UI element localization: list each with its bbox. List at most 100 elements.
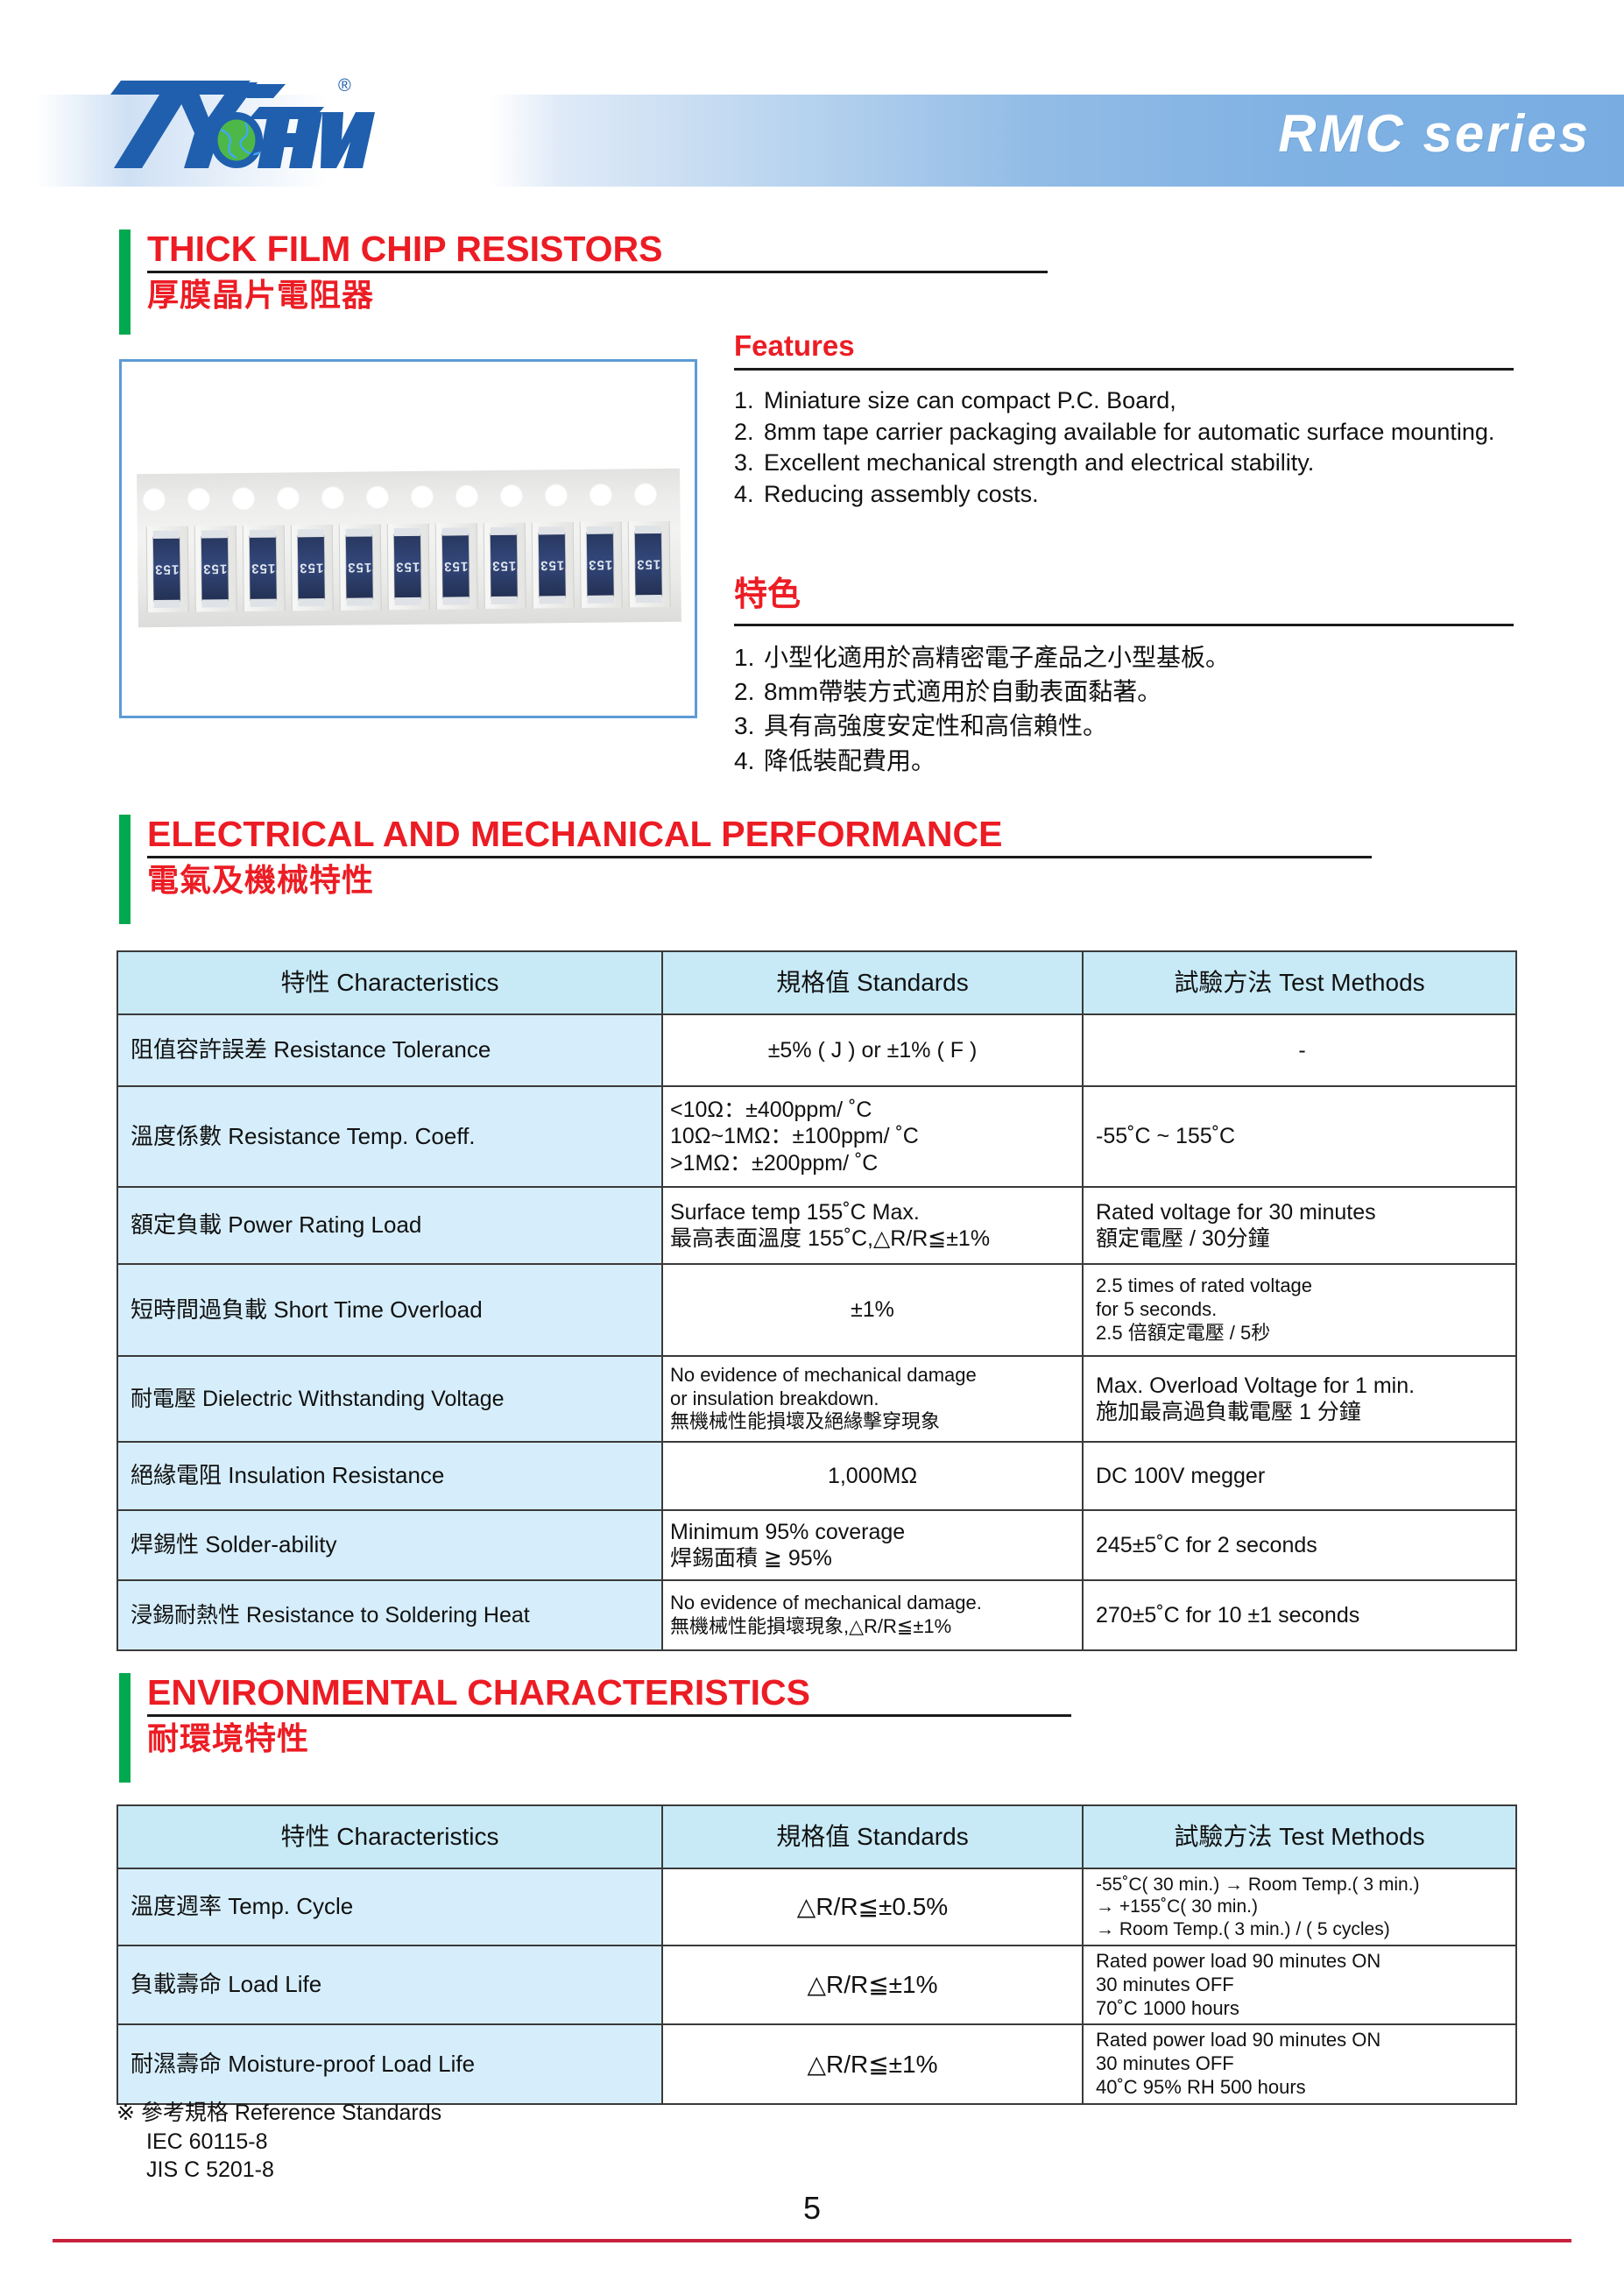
chip-marking: 153 xyxy=(491,558,517,574)
chip-marking: 153 xyxy=(443,558,469,575)
sprocket-hole xyxy=(276,486,300,511)
table-row: 阻值容許誤差 Resistance Tolerance ±5% ( J ) or… xyxy=(117,1013,1517,1087)
method-line: Rated voltage for 30 minutes xyxy=(1096,1199,1376,1225)
feature-text: 8mm tape carrier packaging available for… xyxy=(764,418,1495,445)
standards-line: Surface temp 155˚C Max. xyxy=(670,1199,920,1225)
series-title: RMC series xyxy=(1278,104,1591,163)
cell-characteristic: 額定負載 Power Rating Load xyxy=(117,1186,663,1265)
table-row: 溫度係數 Resistance Temp. Coeff. <10Ω：±400pp… xyxy=(117,1085,1517,1188)
page-number: 5 xyxy=(802,2190,822,2226)
feature-item-zh: 1. 小型化適用於高精密電子產品之小型基板。 xyxy=(734,641,1522,674)
chip-marking: 153 xyxy=(588,557,613,573)
feature-text: Reducing assembly costs. xyxy=(764,480,1039,507)
cell-test-method: -55˚C( 30 min.) → Room Temp.( 3 min.) → … xyxy=(1082,1868,1517,1946)
footer-rule xyxy=(53,2239,1571,2242)
reference-title-line: ※ 參考規格 Reference Standards xyxy=(117,2099,905,2128)
column-header-test-methods: 試驗方法 Test Methods xyxy=(1082,1804,1517,1869)
reference-standards-note: ※ 參考規格 Reference Standards IEC 60115-8 J… xyxy=(117,2099,905,2185)
chip-marking: 153 xyxy=(347,559,372,576)
standards-line: No evidence of mechanical damage. xyxy=(670,1592,982,1614)
cell-test-method: -55˚C ~ 155˚C xyxy=(1082,1085,1517,1188)
cell-standards: Surface temp 155˚C Max. 最高表面溫度 155˚C,△R/… xyxy=(661,1186,1084,1265)
sprocket-hole xyxy=(544,484,568,508)
method-line: for 5 seconds. xyxy=(1096,1298,1218,1321)
table-header-row: 特性 Characteristics 規格值 Standards 試驗方法 Te… xyxy=(117,950,1517,1015)
chip-resistor: 153 xyxy=(297,535,325,601)
chip-marking: 153 xyxy=(540,557,565,573)
sprocket-hole xyxy=(142,487,166,512)
section-title-en: ELECTRICAL AND MECHANICAL PERFORMANCE xyxy=(147,814,1003,854)
standards-line: △R/R≦±1% xyxy=(807,2050,938,2078)
reference-title: 參考規格 Reference Standards xyxy=(140,2101,442,2125)
table-row: 耐濕壽命 Moisture-proof Load Life △R/R≦±1% R… xyxy=(117,2023,1517,2105)
cell-characteristic: 短時間過負載 Short Time Overload xyxy=(117,1263,663,1357)
section-title-zh: 厚膜晶片電阻器 xyxy=(147,277,375,313)
method-line: → Room Temp.( 3 min.) / ( 5 cycles) xyxy=(1096,1918,1390,1939)
method-line: -55˚C ~ 155˚C xyxy=(1096,1124,1236,1149)
cell-characteristic: 阻值容許誤差 Resistance Tolerance xyxy=(117,1013,663,1087)
reference-item: IEC 60115-8 xyxy=(146,2129,268,2154)
electrical-performance-table: 特性 Characteristics 規格值 Standards 試驗方法 Te… xyxy=(117,950,1517,1651)
method-line: DC 100V megger xyxy=(1096,1463,1266,1488)
section-rule xyxy=(147,1714,1071,1717)
sprocket-hole xyxy=(589,483,613,507)
method-line: 70˚C 1000 hours xyxy=(1096,1996,1239,2019)
section-accent-bar xyxy=(119,230,131,335)
section-title-zh: 耐環境特性 xyxy=(147,1720,310,1756)
standards-line: △R/R≦±0.5% xyxy=(796,1892,949,1920)
method-line: -55˚C( 30 min.) → Room Temp.( 3 min.) xyxy=(1096,1874,1420,1895)
feature-number: 2. xyxy=(734,418,754,445)
method-line: Rated power load 90 minutes ON xyxy=(1096,1950,1381,1972)
chip-resistor: 153 xyxy=(490,533,518,599)
chip-resistor: 153 xyxy=(152,536,180,603)
cell-standards: ±1% xyxy=(661,1263,1084,1357)
features-heading-en: Features xyxy=(734,329,855,362)
cell-standards: ±5% ( J ) or ±1% ( F ) xyxy=(661,1013,1084,1087)
cell-test-method: - xyxy=(1082,1013,1517,1087)
section-title-en: THICK FILM CHIP RESISTORS xyxy=(147,229,663,269)
section-rule xyxy=(147,271,1048,273)
chip-marking: 153 xyxy=(395,559,420,575)
feature-number: 1. xyxy=(734,387,754,413)
standards-line: 無機械性能損壞現象,△R/R≦±1% xyxy=(670,1615,952,1637)
method-line: → +155˚C( 30 min.) xyxy=(1096,1896,1258,1917)
cell-standards: No evidence of mechanical damage or insu… xyxy=(661,1355,1084,1443)
cell-standards: △R/R≦±0.5% xyxy=(661,1868,1084,1946)
feature-number: 4. xyxy=(734,480,754,507)
tyohm-logo: ® xyxy=(103,72,375,177)
table-row: 浸錫耐熱性 Resistance to Soldering Heat No ev… xyxy=(117,1579,1517,1651)
table-row: 耐電壓 Dielectric Withstanding Voltage No e… xyxy=(117,1355,1517,1443)
reference-marker: ※ xyxy=(117,2101,135,2125)
section-heading-product: THICK FILM CHIP RESISTORS 厚膜晶片電阻器 xyxy=(119,230,1048,335)
chip-resistor: 153 xyxy=(634,531,662,597)
standards-line: 1,000MΩ xyxy=(827,1463,918,1488)
feature-text: 8mm帶裝方式適用於自動表面黏著。 xyxy=(764,678,1162,706)
table-row: 焊錫性 Solder-ability Minimum 95% coverage … xyxy=(117,1509,1517,1581)
cell-test-method: 2.5 times of rated voltage for 5 seconds… xyxy=(1082,1263,1517,1357)
method-line: 30 minutes OFF xyxy=(1096,2052,1234,2075)
column-header-standards: 規格值 Standards xyxy=(661,1804,1084,1869)
cell-characteristic: 耐電壓 Dielectric Withstanding Voltage xyxy=(117,1355,663,1443)
method-line: 30 minutes OFF xyxy=(1096,1973,1234,1995)
standards-line: 無機械性能損壞及絕緣擊穿現象 xyxy=(670,1410,941,1433)
table-row: 短時間過負載 Short Time Overload ±1% 2.5 times… xyxy=(117,1263,1517,1357)
method-line: 270±5˚C for 10 ±1 seconds xyxy=(1096,1602,1360,1628)
features-rule-zh xyxy=(734,624,1514,626)
standards-line: 最高表面溫度 155˚C,△R/R≦±1% xyxy=(670,1226,991,1251)
sprocket-hole xyxy=(187,487,211,512)
section-title-en: ENVIRONMENTAL CHARACTERISTICS xyxy=(147,1672,810,1712)
cell-test-method: 245±5˚C for 2 seconds xyxy=(1082,1509,1517,1581)
standards-line: 10Ω~1MΩ：±100ppm/ ˚C xyxy=(670,1124,919,1149)
sprocket-hole xyxy=(321,485,345,511)
chip-resistor: 153 xyxy=(345,534,373,600)
chip-resistor: 153 xyxy=(201,536,229,602)
feature-number: 2. xyxy=(734,678,755,706)
standards-line: or insulation breakdown. xyxy=(670,1387,879,1409)
cell-standards: 1,000MΩ xyxy=(661,1441,1084,1511)
method-line: 2.5 倍額定電壓 / 5秒 xyxy=(1096,1321,1271,1344)
sprocket-hole xyxy=(410,484,434,509)
cell-test-method: DC 100V megger xyxy=(1082,1441,1517,1511)
feature-text: 具有高強度安定性和高信賴性。 xyxy=(764,712,1108,740)
product-photo: 153 153 153 153 153 153 153 153 153 153 … xyxy=(119,359,697,718)
table-header-row: 特性 Characteristics 規格值 Standards 試驗方法 Te… xyxy=(117,1804,1517,1869)
